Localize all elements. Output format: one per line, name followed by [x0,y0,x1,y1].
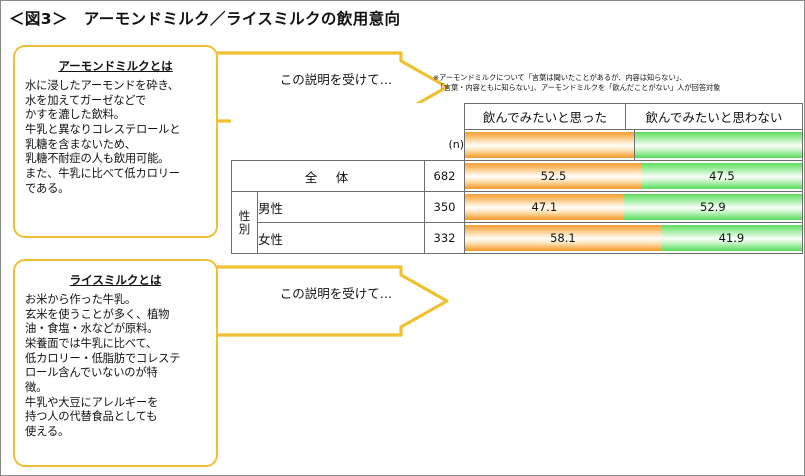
survey-note-almond: ※アーモンドミルクについて「言葉は聞いたことがあるが、内容は知らない」、 「言葉… [433,73,721,93]
row-group-label-gender: 性別 [231,191,258,254]
bar-segment-positive: 52.5 [465,163,642,189]
bar-value-negative: 47.5 [709,169,735,183]
section-rice-milk: この説明を受けて… ライスミルクとは お米から作った牛乳。 玄米を使うことが多く… [1,253,805,475]
bar-segment-negative: 52.9 [623,194,802,220]
data-table-almond: 飲んでみたいと思った 飲んでみたいと思わない (n) 全 体 682 [231,103,804,254]
preview-segment-positive [465,132,634,158]
n-column-label: (n) [448,138,464,152]
description-box-rice: ライスミルクとは お米から作った牛乳。 玄米を使うことが多く、植物 油・食塩・水… [13,259,218,467]
bar-value-positive: 47.1 [531,200,558,214]
bar-value-positive: 52.5 [540,169,567,183]
bar-value-positive: 58.1 [550,231,576,245]
description-body-rice: お米から作った牛乳。 玄米を使うことが多く、植物 油・食塩・水などが原料。 栄養… [25,293,181,439]
row-bar-male: 47.1 52.9 [464,191,803,223]
arrow-shape-icon [153,265,449,337]
description-title-rice: ライスミルクとは [69,273,162,287]
flow-arrow-rice: この説明を受けて… [151,265,451,337]
n-row-spacer-category [232,130,258,161]
column-header-negative: 飲んでみたいと思わない [624,103,804,130]
preview-segment-negative [633,132,802,158]
bar-midline [633,130,635,160]
row-bar-female: 58.1 41.9 [464,222,803,254]
table-n-label-row: (n) [232,129,803,161]
stacked-bar: 58.1 41.9 [465,225,802,251]
row-bar-total: 52.5 47.5 [464,160,803,192]
figure-title: ＜図3＞ アーモンドミルク／ライスミルクの飲用意向 [9,10,401,28]
arrow-caption-rice: この説明を受けて… [279,286,393,301]
table-row: 性別 男性 350 47.1 52.9 [231,191,803,254]
bar-value-negative: 52.9 [700,200,726,214]
bar-value-negative: 41.9 [718,231,745,245]
row-label-total: 全 体 [231,160,425,192]
row-n-male: 350 [424,191,465,223]
section-almond-milk: この説明を受けて… アーモンドミルクとは 水に浸したアーモンドを砕き、 水を加え… [1,41,805,254]
header-spacer-category [232,104,258,130]
table-row: 全 体 682 52.5 47.5 [231,160,803,192]
bar-scale-preview [464,129,803,161]
header-spacer-n [425,104,465,130]
header-spacer-name [258,104,425,130]
description-body-almond: 水に浸したアーモンドを砕き、 水を加えてガーゼなどで かすを漉した飲料。 牛乳と… [25,79,181,195]
bar-segment-positive: 58.1 [465,225,661,251]
stacked-bar: 52.5 47.5 [465,163,802,189]
arrow-caption-almond: この説明を受けて… [279,72,393,87]
bar-segment-negative: 41.9 [660,225,802,251]
table-row: 女性 332 58.1 41.9 [232,222,803,254]
table-header-row: 飲んでみたいと思った 飲んでみたいと思わない [232,103,804,130]
row-n-female: 332 [424,222,465,254]
column-header-positive: 飲んでみたいと思った [464,103,626,130]
row-label-female: 女性 [257,222,425,254]
description-title-almond: アーモンドミルクとは [58,59,173,73]
description-box-almond: アーモンドミルクとは 水に浸したアーモンドを砕き、 水を加えてガーゼなどで かす… [13,45,218,238]
row-label-male: 男性 [257,191,425,223]
stacked-bar: 47.1 52.9 [465,194,802,220]
bar-segment-positive: 47.1 [465,194,624,220]
row-n-total: 682 [424,160,465,192]
n-row-spacer-name [258,130,425,161]
bar-segment-negative: 47.5 [641,163,802,189]
